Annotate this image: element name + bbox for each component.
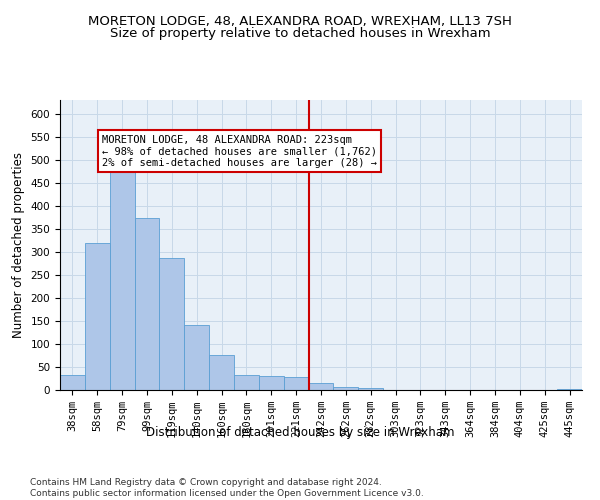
- Text: MORETON LODGE, 48, ALEXANDRA ROAD, WREXHAM, LL13 7SH: MORETON LODGE, 48, ALEXANDRA ROAD, WREXH…: [88, 15, 512, 28]
- Bar: [209, 356, 234, 390]
- Bar: [284, 377, 308, 390]
- Bar: [85, 242, 110, 390]
- Bar: [259, 376, 284, 390]
- Bar: [557, 388, 582, 390]
- Text: MORETON LODGE, 48 ALEXANDRA ROAD: 223sqm
← 98% of detached houses are smaller (1: MORETON LODGE, 48 ALEXANDRA ROAD: 223sqm…: [102, 134, 377, 168]
- Y-axis label: Number of detached properties: Number of detached properties: [12, 152, 25, 338]
- Text: Contains HM Land Registry data © Crown copyright and database right 2024.
Contai: Contains HM Land Registry data © Crown c…: [30, 478, 424, 498]
- Bar: [110, 172, 134, 390]
- Bar: [308, 383, 334, 390]
- Bar: [184, 324, 209, 390]
- Bar: [334, 387, 358, 390]
- Bar: [234, 375, 259, 390]
- Text: Size of property relative to detached houses in Wrexham: Size of property relative to detached ho…: [110, 28, 490, 40]
- Bar: [60, 375, 85, 390]
- Bar: [160, 258, 184, 390]
- Bar: [134, 218, 160, 390]
- Text: Distribution of detached houses by size in Wrexham: Distribution of detached houses by size …: [146, 426, 454, 439]
- Bar: [358, 388, 383, 390]
